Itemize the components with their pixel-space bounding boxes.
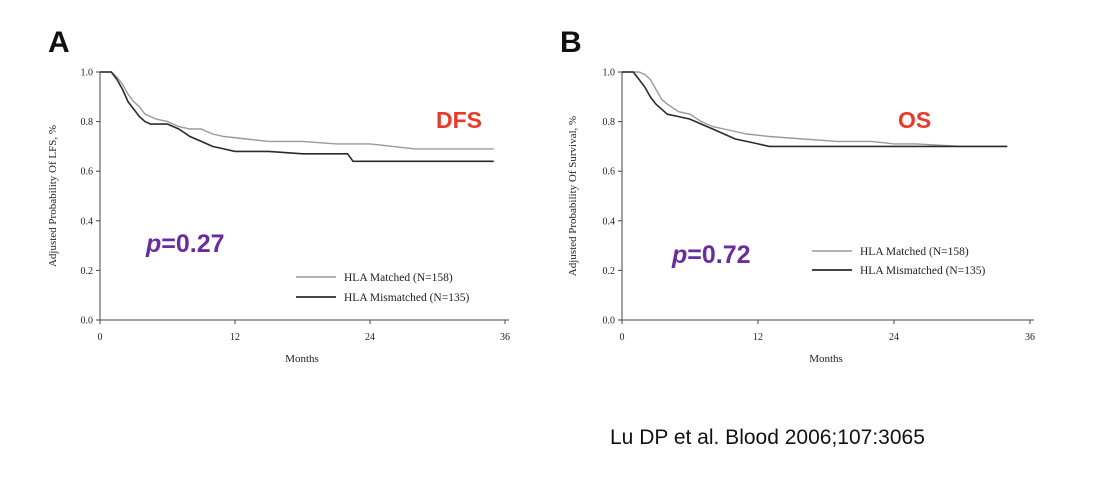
series-line-mismatched: [100, 71, 494, 163]
y-tick-label: 1.0: [603, 68, 616, 79]
series-line-mismatched: [622, 71, 1008, 148]
x-tick-label: 12: [230, 332, 240, 343]
survival-curves: [622, 71, 1008, 148]
x-axis-title: Months: [809, 353, 843, 365]
y-tick-label: 0.6: [81, 167, 94, 178]
series-line-matched: [622, 71, 1008, 148]
y-tick-label: 0.0: [81, 316, 94, 327]
panel-letter-b: B: [560, 26, 582, 59]
y-tick-label: 0.4: [603, 216, 616, 227]
legend-label-matched: HLA Matched (N=158): [860, 246, 969, 258]
panel-a: A Adjusted Probability Of LFS, % Months …: [47, 26, 510, 365]
x-axis-title: Months: [285, 353, 319, 365]
x-tick-label: 24: [889, 332, 899, 343]
legend: HLA Matched (N=158) HLA Mismatched (N=13…: [812, 246, 985, 277]
y-tick-label: 0.0: [603, 316, 616, 327]
y-tick-label: 1.0: [81, 68, 94, 79]
p-symbol: p: [671, 241, 687, 269]
x-tick-label: 24: [365, 332, 375, 343]
y-axis-title: Adjusted Probability Of LFS, %: [47, 125, 59, 267]
legend-label-mismatched: HLA Mismatched (N=135): [344, 292, 469, 304]
x-tick-label: 36: [1025, 332, 1035, 343]
citation: Lu DP et al. Blood 2006;107:3065: [610, 426, 925, 449]
p-value-text: =0.72: [687, 241, 750, 269]
p-value: p=0.27: [145, 230, 225, 258]
survival-curves: [100, 71, 494, 163]
axes: 0.0 0.2 0.4 0.6 0.8 1.0 0 12 24 36: [81, 68, 511, 344]
x-tick-label: 0: [98, 332, 103, 343]
y-tick-label: 0.8: [81, 117, 94, 128]
p-value: p=0.72: [671, 241, 751, 269]
endpoint-label: DFS: [436, 107, 482, 133]
y-axis-title: Adjusted Probability Of Survival, %: [567, 116, 579, 276]
panel-b: B Adjusted Probability Of Survival, % Mo…: [560, 26, 1035, 365]
x-tick-label: 36: [500, 332, 510, 343]
y-tick-label: 0.2: [603, 266, 616, 277]
legend-label-mismatched: HLA Mismatched (N=135): [860, 265, 985, 277]
x-tick-label: 0: [620, 332, 625, 343]
y-tick-label: 0.2: [81, 266, 94, 277]
p-value-text: =0.27: [161, 230, 224, 258]
x-tick-label: 12: [753, 332, 763, 343]
endpoint-label: OS: [898, 107, 931, 133]
series-line-matched: [100, 71, 494, 150]
y-tick-label: 0.6: [603, 167, 616, 178]
y-tick-label: 0.4: [81, 216, 94, 227]
y-tick-label: 0.8: [603, 117, 616, 128]
axes: 0.0 0.2 0.4 0.6 0.8 1.0 0 12 24 36: [603, 68, 1036, 344]
panel-letter-a: A: [48, 26, 70, 59]
legend: HLA Matched (N=158) HLA Mismatched (N=13…: [296, 272, 469, 304]
p-symbol: p: [145, 230, 161, 258]
legend-label-matched: HLA Matched (N=158): [344, 272, 453, 284]
